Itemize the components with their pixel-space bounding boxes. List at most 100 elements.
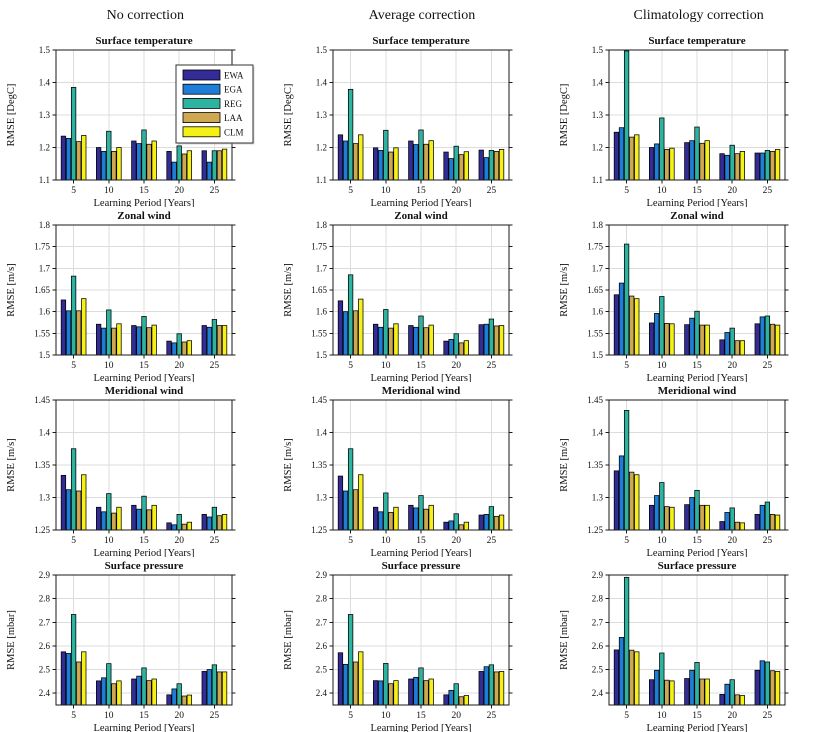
- bar-EWA-15: [131, 504, 137, 531]
- subplot-title: Zonal wind: [394, 210, 448, 222]
- x-tick-label: 15: [416, 711, 426, 721]
- bar-LAA-5: [629, 136, 635, 181]
- bar-EGA-20: [448, 158, 454, 181]
- bar-EWA-20: [719, 693, 725, 706]
- bar-EGA-10: [101, 151, 107, 181]
- bar-EGA-20: [171, 161, 177, 181]
- bar-LAA-5: [629, 295, 635, 356]
- x-axis-label: Learning Period [Years]: [94, 373, 195, 382]
- axes: 1.1 1.2 1.3 1.4 1.5 5 10 15 20 25: [39, 45, 236, 196]
- bar-REG-5: [347, 448, 353, 531]
- bar-CLM-5: [81, 651, 87, 706]
- bar-REG-25: [488, 506, 494, 531]
- x-tick-label: 10: [657, 711, 667, 721]
- bar-series-EGA: [65, 489, 212, 531]
- bar-EWA-10: [96, 147, 102, 181]
- y-tick-label: 1.1: [39, 175, 50, 185]
- bar-EGA-20: [724, 512, 731, 531]
- bar-EGA-25: [483, 666, 489, 706]
- bar-EWA-20: [719, 521, 725, 531]
- bar-EWA-20: [443, 694, 449, 706]
- subplot-zonal-wind-1: 1.5 1.55 1.6 1.65 1.7 1.75 1.8 5 10 15 20 25 Zonal w…: [283, 210, 513, 384]
- x-tick-label: 15: [139, 536, 149, 546]
- legend-label-CLM: CLM: [224, 127, 244, 137]
- bar-REG-5: [624, 576, 630, 706]
- bar-LAA-10: [387, 327, 394, 356]
- bar-EWA-25: [754, 514, 761, 531]
- bar-EWA-10: [649, 147, 655, 181]
- bar-EWA-15: [131, 678, 137, 706]
- bar-REG-20: [176, 514, 182, 531]
- bar-LAA-15: [146, 143, 152, 181]
- y-tick-label: 2.6: [315, 641, 327, 651]
- bar-EWA-20: [719, 153, 725, 181]
- y-tick-label: 1.8: [39, 220, 51, 230]
- bar-EGA-25: [760, 152, 766, 181]
- x-tick-label: 5: [348, 711, 353, 721]
- y-tick-label: 1.1: [315, 175, 326, 185]
- bar-CLM-15: [428, 504, 434, 531]
- bar-REG-20: [176, 333, 182, 356]
- bar-LAA-20: [734, 153, 741, 181]
- x-axis-label: Learning Period [Years]: [94, 723, 195, 732]
- x-tick-label: 20: [451, 536, 461, 546]
- subplot-cell-0-2: 1.1 1.2 1.3 1.4 1.5 5 10 15 20 25 Surface temperat…: [553, 32, 830, 209]
- y-tick-label: 1.3: [592, 493, 604, 503]
- bar-CLM-15: [704, 678, 711, 706]
- y-tick-label: 1.7: [39, 263, 51, 273]
- x-tick-label: 15: [139, 186, 149, 196]
- y-tick-label: 1.25: [34, 525, 50, 535]
- x-tick-label: 10: [381, 361, 391, 371]
- bar-CLM-20: [463, 151, 469, 181]
- x-tick-label: 20: [728, 711, 738, 721]
- y-tick-label: 2.9: [592, 570, 604, 580]
- bar-REG-5: [70, 448, 77, 531]
- bar-EWA-20: [443, 340, 449, 356]
- y-tick-label: 1.7: [592, 263, 604, 273]
- x-tick-label: 20: [174, 711, 184, 721]
- bar-REG-5: [347, 88, 353, 181]
- x-tick-label: 20: [174, 536, 184, 546]
- y-tick-label: 1.4: [592, 428, 604, 438]
- y-tick-label: 2.8: [315, 594, 327, 604]
- subplot-surface-temperature-0: 1.1 1.2 1.3 1.4 1.5 5 10 15 20 25 Surface temperat…: [6, 35, 255, 209]
- bar-EGA-10: [101, 511, 107, 531]
- y-tick-label: 1.4: [315, 78, 327, 88]
- y-tick-label: 2.4: [592, 688, 604, 698]
- bar-EGA-10: [377, 150, 384, 181]
- bar-LAA-20: [181, 341, 187, 356]
- y-tick-label: 1.35: [34, 460, 50, 470]
- bar-LAA-10: [111, 512, 117, 531]
- bar-LAA-20: [181, 523, 187, 531]
- subplot-grid: 1.1 1.2 1.3 1.4 1.5 5 10 15 20 25 Surface temperat…: [0, 32, 830, 732]
- bar-CLM-15: [428, 678, 434, 706]
- bar-EWA-15: [131, 140, 137, 181]
- bar-CLM-15: [151, 678, 157, 706]
- bar-LAA-5: [629, 649, 635, 706]
- bar-REG-10: [382, 663, 389, 706]
- bar-EGA-15: [412, 326, 419, 356]
- bar-EGA-5: [342, 311, 348, 356]
- bar-series-CLM: [634, 651, 781, 706]
- bar-CLM-25: [221, 514, 228, 531]
- y-tick-label: 1.35: [311, 460, 327, 470]
- x-axis-label: Learning Period [Years]: [647, 198, 748, 207]
- bar-EWA-20: [166, 340, 172, 356]
- bar-EWA-10: [96, 680, 102, 706]
- bar-EGA-5: [65, 310, 72, 356]
- bar-CLM-25: [498, 149, 504, 181]
- bar-LAA-15: [146, 680, 152, 706]
- bar-EWA-10: [372, 323, 378, 356]
- bar-EWA-5: [337, 134, 343, 181]
- x-tick-label: 20: [174, 361, 184, 371]
- y-tick-label: 2.4: [39, 688, 51, 698]
- axes: 1.1 1.2 1.3 1.4 1.5 5 10 15 20 25: [315, 45, 513, 196]
- y-tick-label: 1.6: [592, 307, 604, 317]
- bar-EGA-15: [136, 326, 142, 356]
- subplot-title: Zonal wind: [117, 210, 171, 222]
- bar-series-EWA: [337, 134, 484, 181]
- bar-CLM-5: [357, 651, 364, 706]
- bar-EGA-5: [619, 127, 625, 181]
- bar-REG-25: [211, 150, 218, 181]
